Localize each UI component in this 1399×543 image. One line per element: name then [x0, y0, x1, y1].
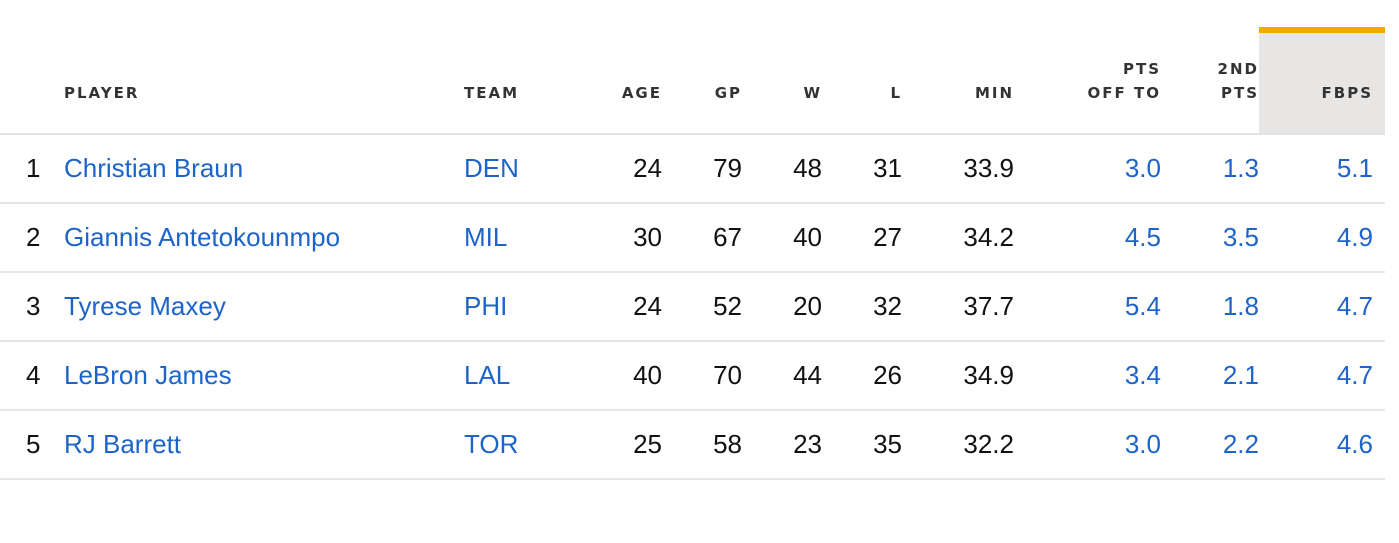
rank-cell: 4: [0, 341, 64, 411]
header-2nd-pts-line1: 2ND: [1217, 60, 1259, 78]
wins-cell: 48: [742, 134, 822, 204]
losses-cell: 31: [822, 134, 902, 204]
header-pts-off-to-line2: OFF TO: [1087, 84, 1161, 102]
player-name-link[interactable]: LeBron James: [64, 341, 464, 411]
player-name-link[interactable]: Christian Braun: [64, 134, 464, 204]
fbps-link[interactable]: 4.6: [1259, 410, 1385, 480]
table-row: 1 Christian Braun DEN 24 79 48 31 33.9 3.0 1.3 5.1: [0, 134, 1385, 204]
wins-cell: 20: [742, 272, 822, 342]
header-fbps[interactable]: FBPS: [1259, 27, 1385, 135]
pts-off-to-link[interactable]: 3.0: [1014, 134, 1161, 204]
pts-off-to-link[interactable]: 3.0: [1014, 410, 1161, 480]
table-header-row: PLAYER TEAM AGE GP W L MIN PTS OFF TO 2ND…: [0, 27, 1385, 135]
header-2nd-pts[interactable]: 2ND PTS: [1161, 30, 1259, 135]
table-row: 4 LeBron James LAL 40 70 44 26 34.9 3.4 2.1 4.7: [0, 341, 1385, 411]
pts-off-to-link[interactable]: 4.5: [1014, 203, 1161, 273]
team-link[interactable]: MIL: [464, 203, 594, 273]
gp-cell: 52: [662, 272, 742, 342]
age-cell: 40: [594, 341, 662, 411]
player-name-link[interactable]: Giannis Antetokounmpo: [64, 203, 464, 273]
second-pts-link[interactable]: 3.5: [1161, 203, 1259, 273]
minutes-cell: 34.9: [902, 341, 1014, 411]
gp-cell: 58: [662, 410, 742, 480]
fbps-link[interactable]: 4.7: [1259, 341, 1385, 411]
second-pts-link[interactable]: 1.8: [1161, 272, 1259, 342]
losses-cell: 26: [822, 341, 902, 411]
minutes-cell: 34.2: [902, 203, 1014, 273]
team-link[interactable]: TOR: [464, 410, 594, 480]
player-stats-table: PLAYER TEAM AGE GP W L MIN PTS OFF TO 2ND…: [0, 27, 1385, 480]
age-cell: 24: [594, 272, 662, 342]
age-cell: 30: [594, 203, 662, 273]
team-link[interactable]: PHI: [464, 272, 594, 342]
player-name-link[interactable]: Tyrese Maxey: [64, 272, 464, 342]
header-age[interactable]: AGE: [594, 30, 662, 135]
header-min[interactable]: MIN: [902, 30, 1014, 135]
player-name-link[interactable]: RJ Barrett: [64, 410, 464, 480]
minutes-cell: 37.7: [902, 272, 1014, 342]
rank-cell: 3: [0, 272, 64, 342]
rank-cell: 1: [0, 134, 64, 204]
age-cell: 24: [594, 134, 662, 204]
gp-cell: 67: [662, 203, 742, 273]
table-row: 2 Giannis Antetokounmpo MIL 30 67 40 27 34.2 4.5…: [0, 203, 1385, 273]
header-pts-off-to-line1: PTS: [1122, 60, 1161, 78]
gp-cell: 79: [662, 134, 742, 204]
minutes-cell: 33.9: [902, 134, 1014, 204]
header-gp[interactable]: GP: [662, 30, 742, 135]
header-team[interactable]: TEAM: [464, 30, 594, 135]
minutes-cell: 32.2: [902, 410, 1014, 480]
second-pts-link[interactable]: 2.1: [1161, 341, 1259, 411]
team-link[interactable]: DEN: [464, 134, 594, 204]
rank-cell: 5: [0, 410, 64, 480]
header-player[interactable]: PLAYER: [64, 30, 464, 135]
fbps-link[interactable]: 4.9: [1259, 203, 1385, 273]
gp-cell: 70: [662, 341, 742, 411]
table-row: 5 RJ Barrett TOR 25 58 23 35 32.2 3.0 2.2 4.6: [0, 410, 1385, 480]
wins-cell: 44: [742, 341, 822, 411]
fbps-link[interactable]: 5.1: [1259, 134, 1385, 204]
team-link[interactable]: LAL: [464, 341, 594, 411]
header-pts-off-to[interactable]: PTS OFF TO: [1014, 30, 1161, 135]
pts-off-to-link[interactable]: 3.4: [1014, 341, 1161, 411]
age-cell: 25: [594, 410, 662, 480]
header-l[interactable]: L: [822, 30, 902, 135]
wins-cell: 23: [742, 410, 822, 480]
second-pts-link[interactable]: 2.2: [1161, 410, 1259, 480]
header-w[interactable]: W: [742, 30, 822, 135]
rank-cell: 2: [0, 203, 64, 273]
table-row: 3 Tyrese Maxey PHI 24 52 20 32 37.7 5.4 1.8 4.7: [0, 272, 1385, 342]
losses-cell: 35: [822, 410, 902, 480]
fbps-link[interactable]: 4.7: [1259, 272, 1385, 342]
pts-off-to-link[interactable]: 5.4: [1014, 272, 1161, 342]
losses-cell: 27: [822, 203, 902, 273]
second-pts-link[interactable]: 1.3: [1161, 134, 1259, 204]
losses-cell: 32: [822, 272, 902, 342]
wins-cell: 40: [742, 203, 822, 273]
header-rank: [0, 30, 64, 135]
header-2nd-pts-line2: PTS: [1220, 84, 1259, 102]
